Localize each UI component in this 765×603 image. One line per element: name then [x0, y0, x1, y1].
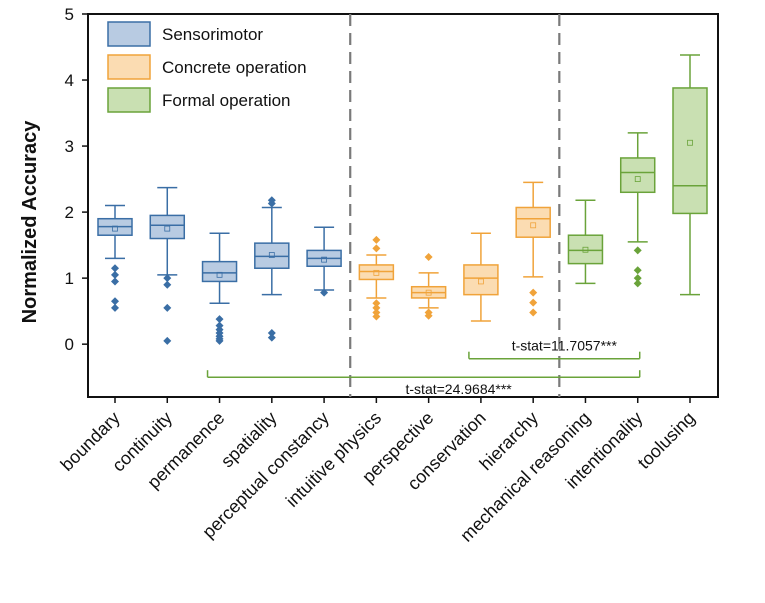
- outlier-point: [163, 280, 172, 289]
- outlier-point: [529, 288, 538, 297]
- bracket-label: t-stat=24.9684***: [406, 381, 513, 397]
- outlier-point: [111, 270, 119, 279]
- box-mean: [530, 222, 537, 229]
- outlier-point: [633, 274, 642, 283]
- y-tick-label: 5: [65, 5, 74, 24]
- outlier-point: [372, 303, 381, 312]
- legend-swatch: [107, 87, 151, 113]
- y-axis-title: Normalized Accuracy: [19, 120, 41, 324]
- x-axis: boundarycontinuitypermanencespatialitype…: [57, 397, 699, 546]
- x-tick-label: intuitive physics: [282, 408, 385, 511]
- box-iqr: [201, 260, 238, 283]
- box-mechanical-reasoning: [567, 199, 604, 285]
- outlier-point: [111, 277, 119, 286]
- y-tick-label: 0: [65, 335, 74, 354]
- x-tick-label: toolusing: [634, 408, 699, 473]
- plot-frame: [87, 13, 719, 398]
- box-mean: [164, 225, 171, 232]
- box-mean: [634, 176, 641, 182]
- outlier-point: [267, 333, 276, 342]
- outlier-point: [372, 299, 381, 308]
- box-conservation: [463, 232, 499, 322]
- legend-label: Concrete operation: [162, 58, 307, 77]
- outlier-point: [111, 303, 119, 312]
- significance-annotations: t-stat=11.7057*** t-stat=24.9684***: [206, 338, 641, 397]
- legend-item: Formal operation: [107, 87, 291, 113]
- outlier-point: [529, 298, 538, 307]
- box-mean: [216, 271, 223, 278]
- y-tick-label: 4: [65, 71, 74, 90]
- box-mean: [687, 139, 693, 146]
- box-iqr: [149, 214, 186, 240]
- box-mean: [321, 256, 327, 263]
- group-separators: [349, 14, 561, 397]
- outlier-point: [267, 328, 276, 337]
- box-perspective: [410, 253, 447, 320]
- box-iqr: [567, 234, 604, 265]
- box-spatiality: [254, 196, 290, 342]
- legend-label: Formal operation: [162, 91, 291, 110]
- box-intentionality: [619, 132, 656, 288]
- outlier-point: [372, 312, 381, 321]
- legend-label: Sensorimotor: [162, 25, 263, 44]
- outlier-point: [424, 253, 433, 262]
- bracket-label: t-stat=11.7057***: [512, 338, 618, 354]
- outlier-point: [633, 246, 642, 255]
- box-boundary: [97, 204, 133, 312]
- outlier-point: [633, 279, 642, 288]
- y-tick-label: 2: [65, 203, 74, 222]
- plot-area: [87, 13, 719, 398]
- outlier-point: [215, 315, 224, 324]
- outlier-point: [163, 274, 172, 283]
- box-permanence: [201, 232, 238, 345]
- box-mean: [425, 289, 432, 296]
- legend: Sensorimotor Concrete operation Formal ope…: [107, 21, 307, 113]
- box-intuitive-physics: [358, 235, 395, 321]
- box-mean: [478, 278, 484, 285]
- box-toolusing: [672, 54, 708, 296]
- significance-bracket: t-stat=24.9684***: [206, 370, 641, 397]
- box-iqr: [672, 87, 708, 215]
- box-iqr: [619, 157, 656, 194]
- box-perceptual-constancy: [306, 226, 342, 297]
- y-axis: 0 1 2 3 4 5: [65, 5, 88, 354]
- outlier-point: [424, 311, 433, 320]
- y-tick-label: 3: [65, 137, 74, 156]
- outlier-point: [633, 266, 642, 275]
- box-continuity: [149, 186, 186, 345]
- outlier-point: [163, 303, 172, 312]
- significance-bracket: t-stat=11.7057***: [468, 338, 641, 360]
- legend-item: Concrete operation: [107, 54, 307, 80]
- outlier-point: [372, 244, 381, 253]
- outlier-point: [111, 264, 119, 273]
- y-tick-label: 1: [65, 269, 74, 288]
- box-series: [97, 54, 708, 345]
- box-iqr: [515, 206, 551, 238]
- box-mean: [582, 246, 589, 253]
- box-hierarchy: [515, 181, 551, 317]
- outlier-point: [529, 308, 538, 317]
- outlier-point: [320, 288, 329, 297]
- legend-item: Sensorimotor: [107, 21, 263, 47]
- outlier-point: [215, 336, 224, 345]
- legend-swatch: [107, 54, 151, 80]
- box-iqr: [463, 264, 499, 296]
- outlier-point: [111, 297, 119, 306]
- outlier-point: [267, 199, 276, 208]
- box-mean: [268, 252, 275, 258]
- box-mean: [373, 269, 380, 276]
- legend-swatch: [107, 21, 151, 47]
- box-mean: [112, 225, 118, 232]
- outlier-point: [372, 235, 381, 244]
- outlier-point: [163, 336, 172, 345]
